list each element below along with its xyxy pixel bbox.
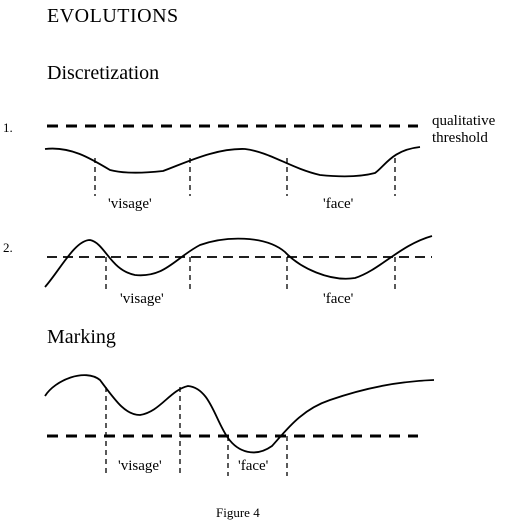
threshold-label-line2: threshold	[432, 130, 488, 146]
row2-face-label: 'face'	[323, 291, 354, 307]
row3-boundary-ticks	[105, 387, 288, 476]
marking-heading: Marking	[47, 326, 116, 348]
row3-face-label: 'face'	[238, 458, 269, 474]
row1-curve	[44, 146, 421, 178]
row1-number: 1.	[3, 120, 13, 135]
row2-curve	[44, 235, 433, 288]
row1-visage-label: 'visage'	[108, 196, 152, 212]
diagram-title: EVOLUTIONS	[47, 5, 179, 27]
discretization-heading: Discretization	[47, 62, 160, 84]
row1-face-label: 'face'	[323, 196, 354, 212]
figure-caption: Figure 4	[216, 505, 260, 520]
row2-number: 2.	[3, 240, 13, 255]
row1-boundary-ticks	[94, 158, 396, 196]
row3-curve	[44, 374, 435, 454]
row2-visage-label: 'visage'	[120, 291, 164, 307]
row2-boundary-ticks	[105, 257, 396, 292]
threshold-label-line1: qualitative	[432, 113, 496, 129]
row3-visage-label: 'visage'	[118, 458, 162, 474]
